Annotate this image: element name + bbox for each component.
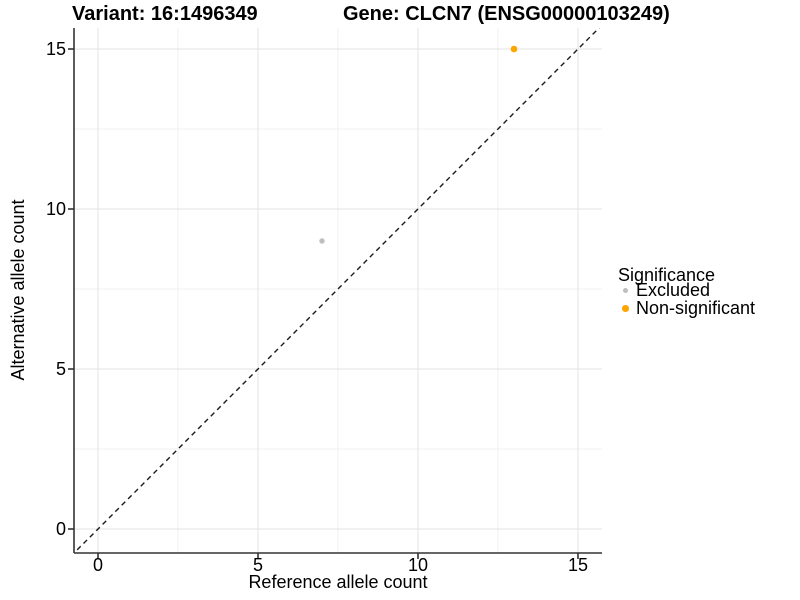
plot-title-gene: Gene: CLCN7 (ENSG00000103249) xyxy=(343,3,670,25)
x-tick-label-5: 5 xyxy=(252,555,263,575)
x-axis-title: Reference allele count xyxy=(248,572,428,592)
data-point-non-significant xyxy=(510,45,518,53)
y-tick-label-15: 15 xyxy=(45,39,66,59)
legend-item-non-significant: Non-significant xyxy=(618,297,756,318)
y-tick-label-0: 0 xyxy=(55,519,66,539)
legend-key-dot-icon xyxy=(618,288,633,294)
legend-item-label: Non-significant xyxy=(636,297,756,318)
plot-panel xyxy=(68,28,602,559)
x-tick-label-0: 0 xyxy=(92,555,103,575)
legend-items: Excluded Non-significant xyxy=(618,280,756,318)
legend: Significance Excluded Non-significant xyxy=(618,265,755,317)
data-point-excluded xyxy=(319,238,325,244)
plot-title-variant: Variant: 16:1496349 xyxy=(72,3,258,25)
legend-dot-icon xyxy=(623,288,628,294)
legend-item-label: Excluded xyxy=(636,280,711,301)
legend-item-excluded: Excluded xyxy=(618,280,755,301)
y-tick-label-10: 10 xyxy=(45,199,66,219)
legend-key-dot-icon xyxy=(618,304,633,312)
legend-title: Significance xyxy=(618,265,716,285)
legend-dot-icon xyxy=(622,304,629,312)
x-tick-label-15: 15 xyxy=(567,555,589,575)
x-tick-label-10: 10 xyxy=(407,555,429,575)
y-axis-title: Alternative allele count xyxy=(8,199,28,381)
y-tick-label-5: 5 xyxy=(55,359,66,379)
